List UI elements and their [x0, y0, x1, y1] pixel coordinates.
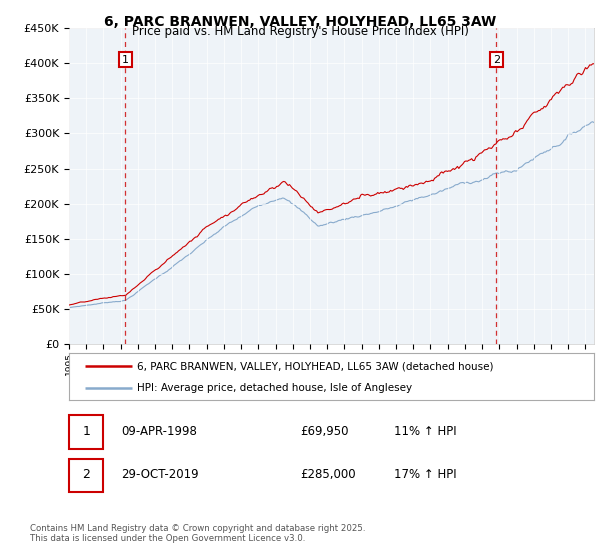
Text: Contains HM Land Registry data © Crown copyright and database right 2025.
This d: Contains HM Land Registry data © Crown c… — [30, 524, 365, 543]
Text: 6, PARC BRANWEN, VALLEY, HOLYHEAD, LL65 3AW (detached house): 6, PARC BRANWEN, VALLEY, HOLYHEAD, LL65 … — [137, 361, 494, 371]
Text: 2: 2 — [493, 55, 500, 64]
Text: 1: 1 — [82, 425, 90, 438]
Text: 11% ↑ HPI: 11% ↑ HPI — [395, 425, 457, 438]
Text: £285,000: £285,000 — [300, 468, 356, 482]
Text: 17% ↑ HPI: 17% ↑ HPI — [395, 468, 457, 482]
Text: 2: 2 — [82, 468, 90, 482]
Text: Price paid vs. HM Land Registry's House Price Index (HPI): Price paid vs. HM Land Registry's House … — [131, 25, 469, 38]
Text: 6, PARC BRANWEN, VALLEY, HOLYHEAD, LL65 3AW: 6, PARC BRANWEN, VALLEY, HOLYHEAD, LL65 … — [104, 15, 496, 29]
Text: 09-APR-1998: 09-APR-1998 — [121, 425, 197, 438]
Text: 1: 1 — [122, 55, 129, 64]
Text: £69,950: £69,950 — [300, 425, 349, 438]
Text: HPI: Average price, detached house, Isle of Anglesey: HPI: Average price, detached house, Isle… — [137, 383, 412, 393]
FancyBboxPatch shape — [69, 459, 103, 492]
Text: 29-OCT-2019: 29-OCT-2019 — [121, 468, 199, 482]
FancyBboxPatch shape — [69, 416, 103, 449]
